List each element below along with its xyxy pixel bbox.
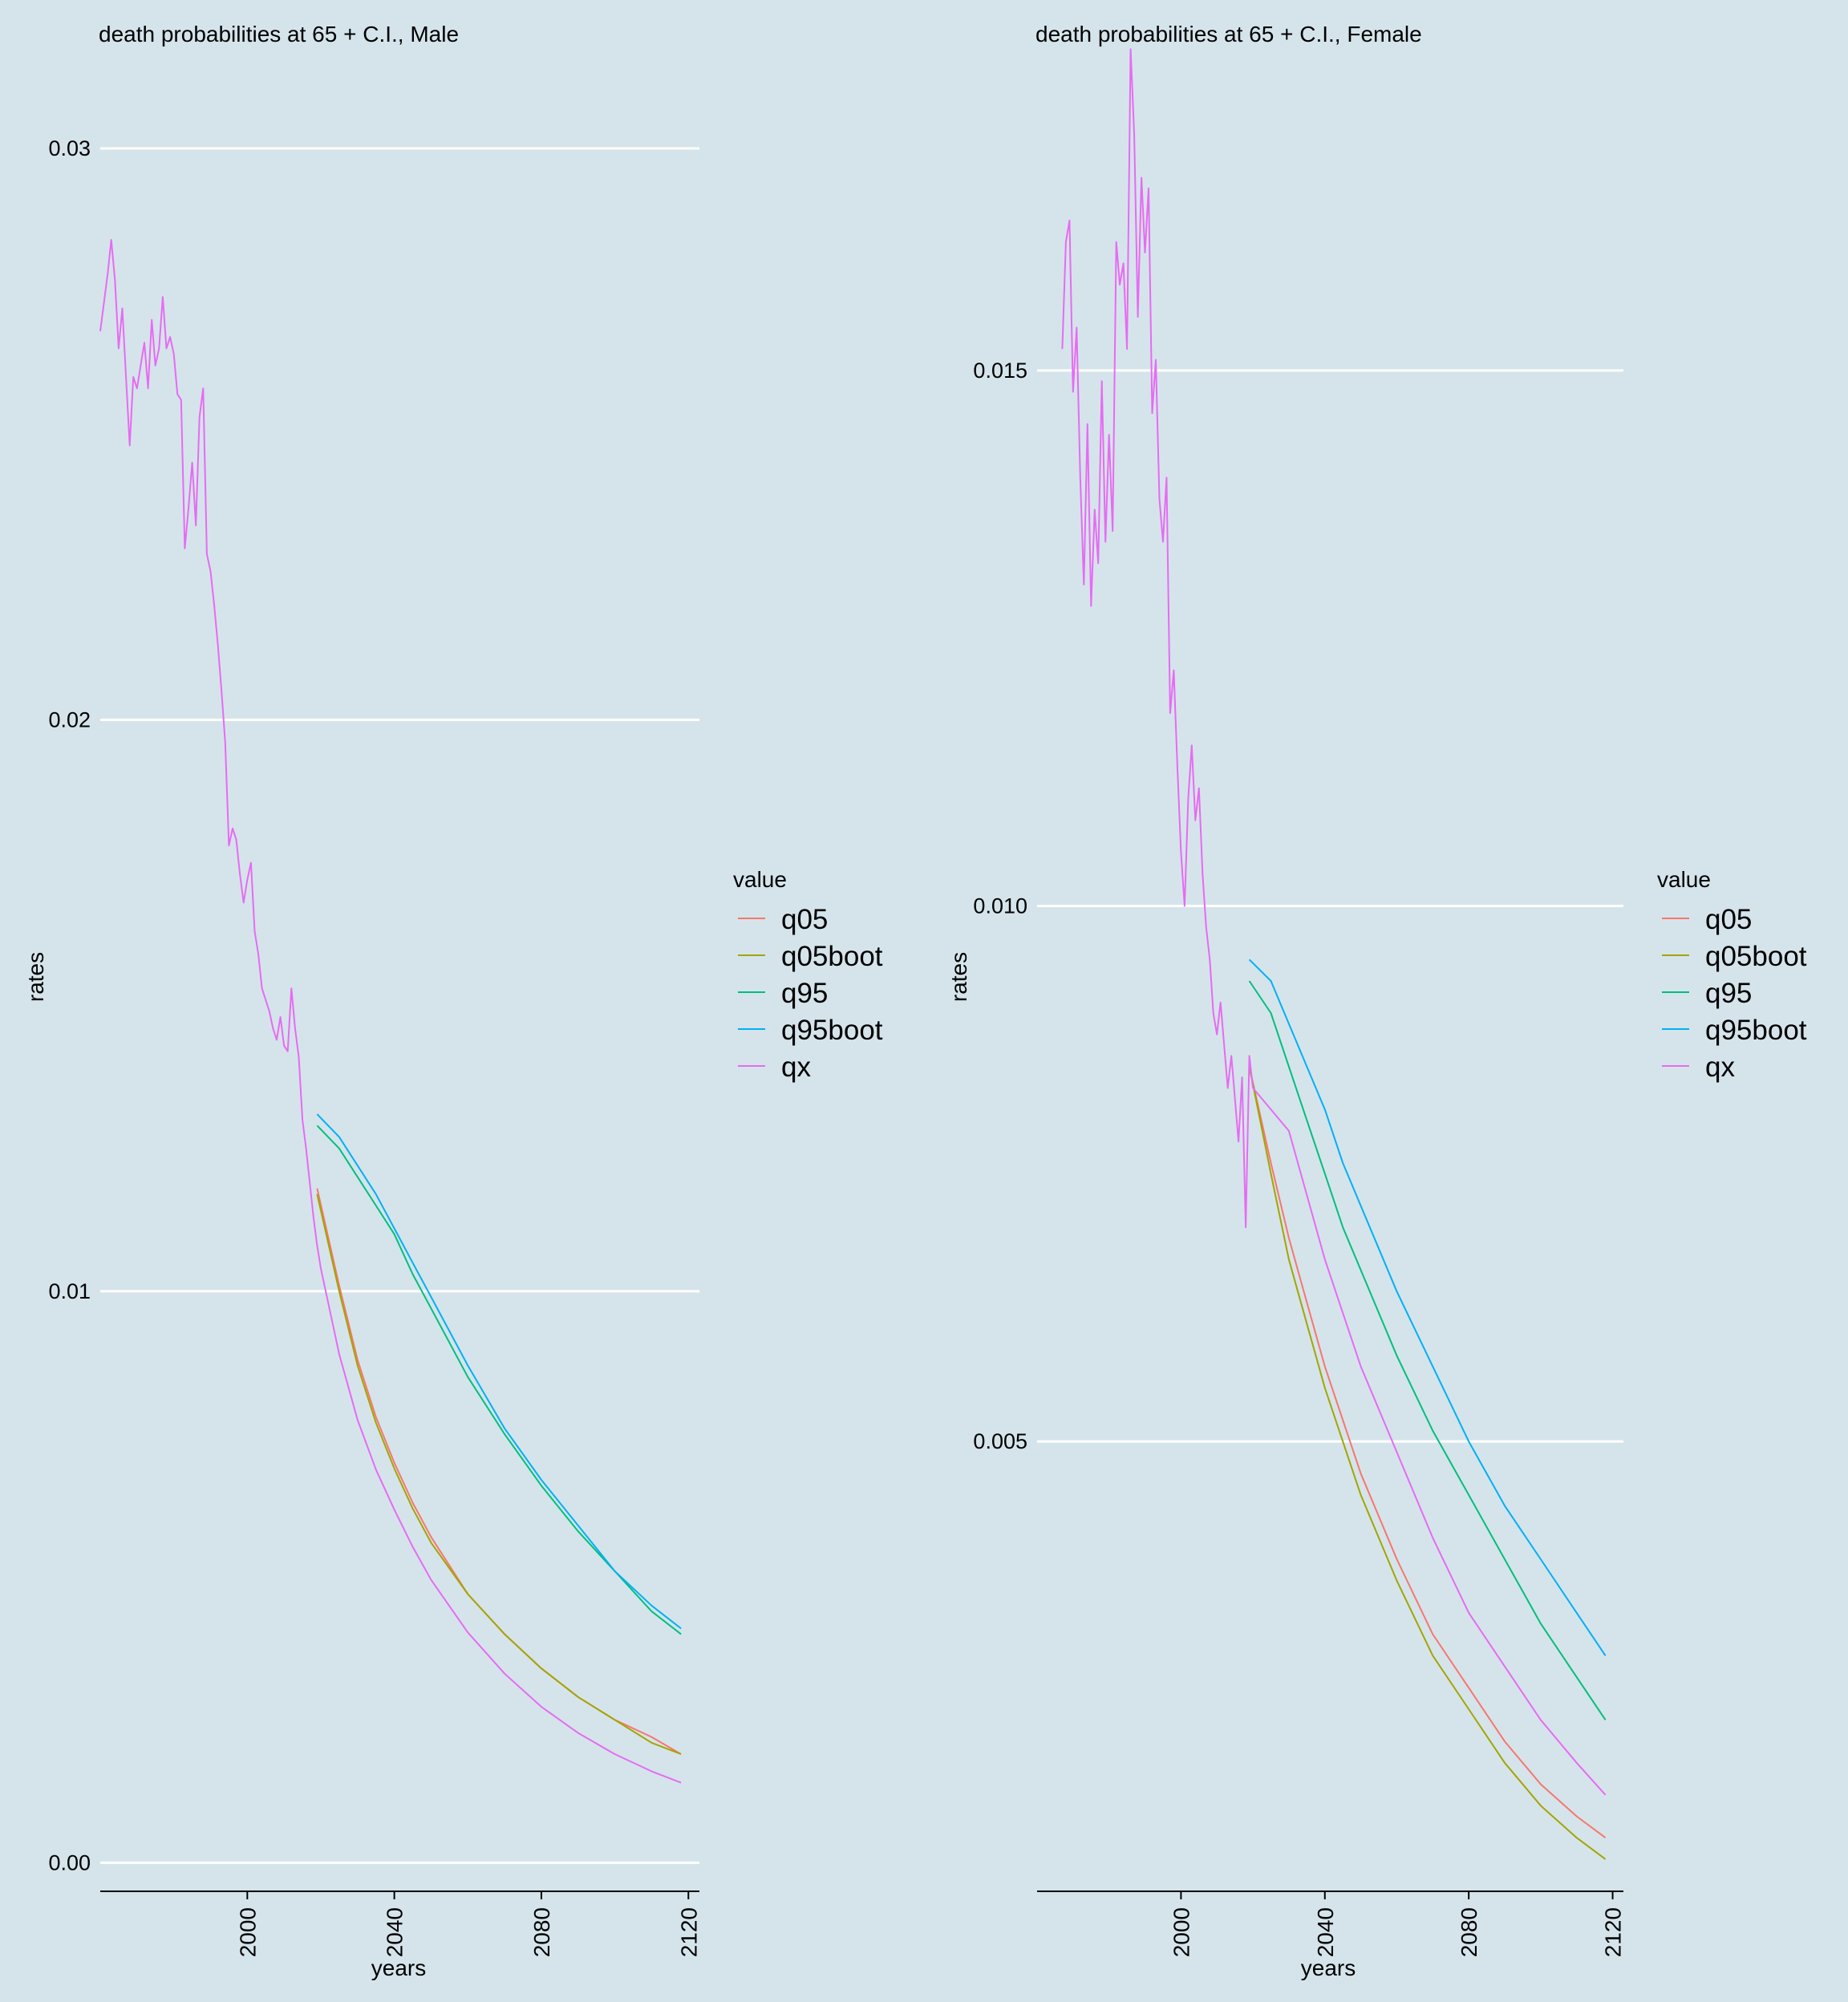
x-tick-label: 2000 — [1169, 1907, 1194, 1957]
y-tick-labels: 0.005 0.010 0.015 — [973, 359, 1027, 1453]
x-axis-label: years — [371, 1955, 426, 1980]
legend-label-q95boot: q95boot — [1705, 1015, 1807, 1046]
x-ticks: 2000 2040 2080 2120 — [1169, 1891, 1626, 1957]
legend-label-q05: q05 — [781, 904, 828, 935]
x-tick-label: 2120 — [1601, 1907, 1626, 1957]
x-tick-label: 2080 — [529, 1907, 554, 1957]
series-lines — [1061, 48, 1607, 1860]
chart-title: death probabilities at 65 + C.I., Female — [1035, 22, 1422, 47]
x-axis-label: years — [1301, 1955, 1356, 1980]
series-line-qx — [99, 239, 682, 1784]
legend-label-q05: q05 — [1705, 904, 1752, 935]
legend-label-q05boot: q05boot — [1705, 941, 1807, 972]
y-gridlines — [100, 147, 699, 1864]
legend: value q05 q05boot q95 q95boot qx — [1657, 867, 1807, 1083]
x-tick-label: 2000 — [235, 1907, 260, 1957]
series-line-q05boot — [1248, 1066, 1607, 1860]
legend-label-q05boot: q05boot — [781, 941, 883, 972]
y-tick-label: 0.03 — [48, 136, 91, 160]
y-tick-label: 0.015 — [973, 359, 1027, 383]
x-tick-label: 2040 — [383, 1907, 407, 1957]
series-line-q95 — [1248, 980, 1607, 1720]
panel-female: death probabilities at 65 + C.I., Female… — [946, 22, 1807, 1980]
legend-label-q95: q95 — [1705, 978, 1752, 1009]
series-line-q95boot — [1248, 958, 1607, 1656]
legend-label-q95boot: q95boot — [781, 1015, 883, 1046]
legend-title: value — [733, 867, 787, 892]
y-axis-label: rates — [946, 952, 971, 1002]
series-line-q05boot — [316, 1194, 682, 1755]
y-tick-label: 0.02 — [48, 707, 91, 732]
y-tick-label: 0.010 — [973, 894, 1027, 918]
y-tick-labels: 0.00 0.01 0.02 0.03 — [48, 136, 91, 1874]
legend: value q05 q05boot q95 q95boot qx — [733, 867, 883, 1083]
x-tick-label: 2080 — [1457, 1907, 1481, 1957]
legend-label-q95: q95 — [781, 978, 828, 1009]
series-lines — [99, 239, 682, 1784]
series-line-q05 — [1248, 1066, 1607, 1839]
panel-male: death probabilities at 65 + C.I., Male 0… — [23, 22, 883, 1980]
legend-label-qx: qx — [1705, 1052, 1735, 1083]
y-tick-label: 0.005 — [973, 1429, 1027, 1453]
x-ticks: 2000 2040 2080 2120 — [235, 1891, 701, 1957]
y-tick-label: 0.01 — [48, 1279, 91, 1303]
legend-label-qx: qx — [781, 1052, 811, 1083]
series-line-q95boot — [316, 1113, 682, 1630]
series-line-qx — [1061, 48, 1607, 1796]
x-tick-label: 2120 — [676, 1907, 701, 1957]
y-axis-label: rates — [23, 952, 48, 1002]
legend-title: value — [1657, 867, 1711, 892]
y-gridlines — [1037, 369, 1623, 1443]
y-tick-label: 0.00 — [48, 1850, 91, 1874]
chart-title: death probabilities at 65 + C.I., Male — [99, 22, 459, 47]
x-tick-label: 2040 — [1313, 1907, 1338, 1957]
